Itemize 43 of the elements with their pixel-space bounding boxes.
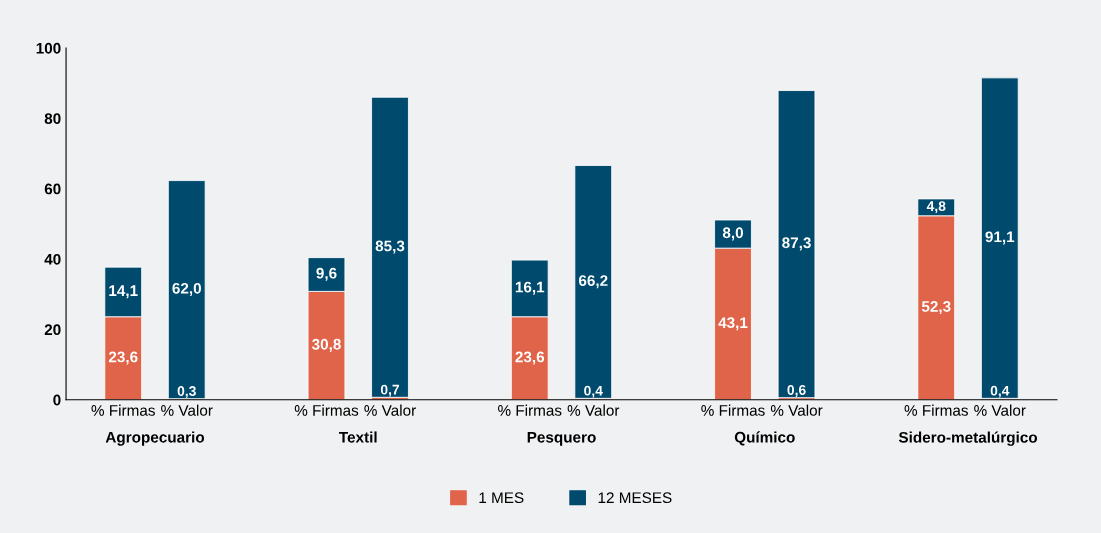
- data-label: 30,8: [311, 338, 341, 352]
- x-tick-label: % Firmas: [294, 404, 359, 416]
- x-tick-label: % Firmas: [498, 404, 562, 416]
- legend-label: 1 MES: [479, 492, 524, 504]
- data-label: 9,6: [316, 267, 337, 281]
- data-label: 0,3: [177, 386, 196, 398]
- data-label: 87,3: [782, 237, 811, 251]
- data-label: 14,1: [109, 285, 138, 299]
- data-label: 0,4: [990, 385, 1010, 398]
- data-label: 66,2: [578, 275, 608, 289]
- data-label: 16,1: [515, 281, 545, 295]
- x-tick-label: % Valor: [974, 404, 1026, 416]
- text: Textil: [339, 431, 377, 443]
- y-tick-label: 0: [53, 394, 61, 406]
- data-label: 43,1: [718, 317, 748, 331]
- y-tick-label: 20: [44, 324, 61, 336]
- text: Agropecuario: [105, 431, 205, 446]
- x-tick-label: % Firmas: [904, 404, 968, 416]
- x-tick-label: % Firmas: [701, 404, 765, 416]
- data-label: 0,6: [787, 385, 806, 397]
- x-tick-label: % Valor: [770, 404, 823, 416]
- data-label: 62,0: [172, 282, 201, 296]
- x-tick-label: % Firmas: [91, 404, 155, 416]
- y-tick-label: 60: [44, 183, 61, 195]
- data-label: 85,3: [375, 240, 405, 254]
- text: Químico: [734, 431, 795, 446]
- x-tick-label: % Valor: [364, 404, 416, 416]
- data-label: 4,8: [926, 201, 946, 214]
- y-tick-label: 80: [44, 113, 61, 125]
- data-label: 0,4: [584, 385, 603, 398]
- data-label: 23,6: [515, 351, 545, 365]
- legend-label: 12 MESES: [598, 492, 672, 504]
- y-tick-label: 40: [44, 253, 61, 265]
- text: Sidero-metalúrgico: [898, 431, 1038, 446]
- y-tick-label: 100: [36, 42, 61, 54]
- data-label: 52,3: [921, 301, 951, 315]
- data-label: 91,1: [985, 231, 1015, 245]
- x-tick-label: % Valor: [161, 404, 213, 416]
- data-label: 23,6: [108, 351, 138, 365]
- data-label: 8,0: [722, 227, 744, 241]
- text: Pesquero: [527, 431, 596, 446]
- x-tick-label: % Valor: [567, 404, 620, 416]
- data-label: 0,7: [380, 384, 400, 397]
